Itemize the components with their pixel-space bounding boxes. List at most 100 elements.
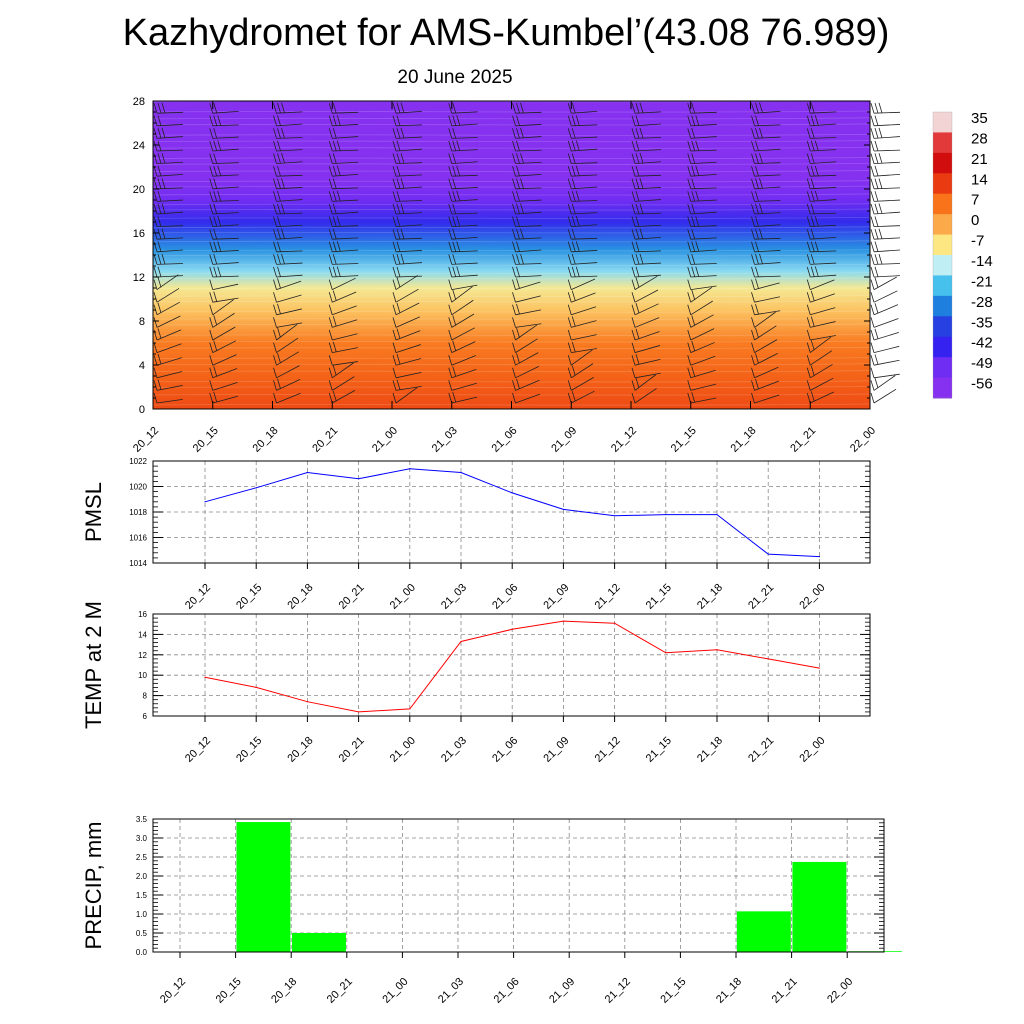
barb-flag: [687, 103, 692, 114]
wind-barb: [687, 241, 717, 253]
barb-shaft: [515, 309, 542, 316]
barb-flag: [328, 140, 333, 152]
barb-flag: [635, 178, 640, 189]
barb-flag: [870, 355, 875, 366]
barb-shaft: [634, 174, 661, 177]
barb-flag: [874, 354, 879, 365]
barb-flag: [512, 203, 516, 215]
barb-flag: [567, 103, 572, 114]
barb-flag: [631, 317, 636, 328]
barb-flag: [520, 203, 524, 214]
heatmap-x-tick-label: 20_15: [191, 425, 221, 455]
wind-barb: [273, 241, 303, 253]
barb-flag: [567, 254, 572, 265]
barb-flag: [336, 241, 341, 252]
barb-shaft: [451, 274, 478, 278]
wind-barb: [392, 203, 422, 215]
barb-flag: [153, 254, 158, 265]
precip-y-tick-label: 1.0: [136, 910, 148, 919]
temp-y-tick-label: 14: [138, 630, 147, 639]
wind-barb: [631, 367, 661, 379]
barb-flag: [571, 178, 576, 189]
barb-flag: [396, 216, 401, 227]
wind-barb: [273, 317, 303, 328]
barb-flag: [751, 241, 755, 252]
wind-barb: [153, 353, 182, 366]
wind-barb: [512, 140, 542, 152]
barb-flag: [691, 228, 696, 240]
barb-flag: [277, 353, 281, 364]
wind-barb: [631, 102, 661, 114]
wind-barb: [209, 326, 236, 341]
barb-flag: [332, 266, 337, 277]
heatmap-y-tick-label: 0: [139, 404, 145, 416]
barb-flag: [639, 128, 644, 139]
barb-shaft: [810, 307, 836, 316]
barb-flag: [157, 165, 162, 177]
wind-barb: [870, 203, 900, 215]
barb-flag: [520, 254, 524, 265]
barb-flag: [567, 329, 572, 341]
pmsl-y-tick-label: 1020: [129, 483, 147, 492]
barb-flag: [153, 178, 158, 189]
barb-shaft: [873, 275, 900, 278]
wind-barb: [512, 203, 542, 215]
barb-shaft: [810, 236, 837, 240]
barb-shaft: [690, 249, 717, 253]
barb-flag: [520, 102, 524, 114]
barb-flag: [512, 355, 516, 366]
barb-flag: [209, 216, 214, 227]
barb-flag: [687, 254, 692, 265]
barb-shaft: [873, 290, 898, 303]
barb-flag: [452, 203, 457, 214]
barb-shaft: [276, 392, 301, 404]
barb-flag: [392, 216, 397, 227]
barb-flag: [328, 292, 333, 303]
barb-shaft: [754, 148, 781, 152]
colorbar-cell: [933, 152, 952, 174]
barb-flag: [870, 266, 875, 278]
barb-flag: [332, 165, 337, 177]
barb-flag: [567, 241, 572, 252]
barb-shaft: [212, 237, 239, 240]
barb-shaft: [515, 149, 542, 152]
pmsl-x-tick-label: 21_03: [439, 582, 469, 612]
barb-flag: [277, 254, 281, 265]
pmsl-point: [665, 513, 667, 516]
wind-barb: [567, 266, 598, 278]
barb-shaft: [515, 275, 542, 278]
barb-flag: [806, 329, 811, 341]
pmsl-point: [306, 471, 308, 474]
barb-flag: [157, 128, 162, 139]
wind-barb: [751, 178, 781, 190]
barb-flag: [874, 102, 879, 114]
barb-shaft: [156, 225, 183, 227]
barb-shaft: [873, 211, 900, 215]
barb-shaft: [571, 237, 598, 240]
wind-barb: [448, 299, 474, 316]
barb-flag: [153, 203, 158, 215]
wind-barb: [328, 165, 359, 177]
barb-flag: [635, 228, 640, 240]
wind-barb: [392, 379, 422, 391]
wind-barb: [392, 328, 421, 341]
wind-barb: [328, 362, 354, 379]
barb-flag: [512, 342, 516, 353]
barb-flag: [452, 178, 457, 189]
barb-flag: [273, 178, 277, 189]
barb-shaft: [634, 317, 660, 328]
barb-shaft: [571, 224, 598, 227]
barb-flag: [755, 228, 759, 240]
pmsl-point: [409, 468, 411, 470]
wind-barb: [687, 254, 717, 265]
barb-shaft: [451, 250, 478, 253]
barb-flag: [512, 153, 516, 164]
barb-flag: [400, 203, 405, 214]
wind-barb: [273, 292, 302, 303]
barb-shaft: [156, 275, 183, 278]
colorbar-cell: [933, 275, 952, 297]
heatmap-y-tick-label: 8: [139, 316, 145, 328]
barb-flag: [396, 266, 401, 277]
barb-flag: [751, 392, 755, 404]
